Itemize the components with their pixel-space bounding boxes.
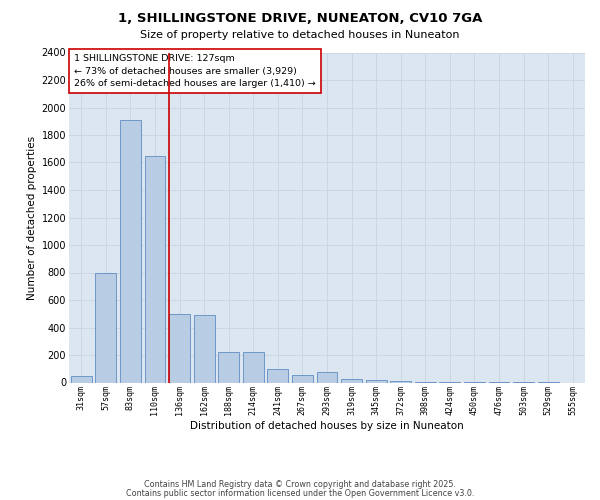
Bar	[194, 315, 215, 382]
Bar	[341, 379, 362, 382]
Bar	[169, 314, 190, 382]
Text: Contains HM Land Registry data © Crown copyright and database right 2025.: Contains HM Land Registry data © Crown c…	[144, 480, 456, 489]
Bar	[71, 376, 92, 382]
Text: Contains public sector information licensed under the Open Government Licence v3: Contains public sector information licen…	[126, 489, 474, 498]
Text: Size of property relative to detached houses in Nuneaton: Size of property relative to detached ho…	[140, 30, 460, 40]
Bar	[243, 352, 264, 382]
X-axis label: Distribution of detached houses by size in Nuneaton: Distribution of detached houses by size …	[190, 421, 464, 431]
Bar	[365, 380, 386, 382]
Bar	[317, 372, 337, 382]
Bar	[120, 120, 141, 382]
Bar	[145, 156, 166, 382]
Bar	[292, 375, 313, 382]
Bar	[218, 352, 239, 382]
Y-axis label: Number of detached properties: Number of detached properties	[28, 136, 37, 300]
Bar	[268, 369, 289, 382]
Bar	[95, 272, 116, 382]
Text: 1, SHILLINGSTONE DRIVE, NUNEATON, CV10 7GA: 1, SHILLINGSTONE DRIVE, NUNEATON, CV10 7…	[118, 12, 482, 26]
Text: 1 SHILLINGSTONE DRIVE: 127sqm
← 73% of detached houses are smaller (3,929)
26% o: 1 SHILLINGSTONE DRIVE: 127sqm ← 73% of d…	[74, 54, 316, 88]
